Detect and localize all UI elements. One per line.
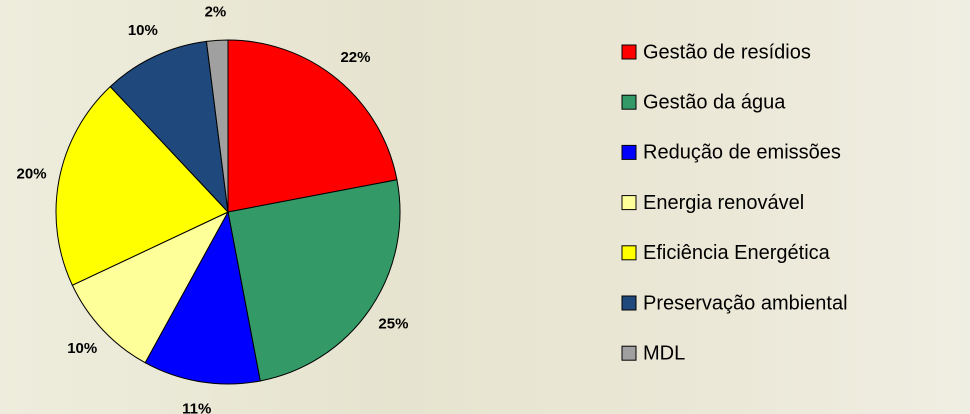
legend-swatch (622, 196, 636, 210)
legend-label: Redução de emissões (643, 142, 841, 164)
data-label: 10% (128, 22, 158, 39)
data-label: 20% (17, 165, 47, 182)
legend-swatch (622, 246, 636, 260)
data-label: 11% (182, 401, 211, 414)
legend-label: Eficiência Energética (643, 242, 831, 264)
legend-label: Preservação ambiental (643, 292, 848, 314)
data-label: 25% (378, 315, 408, 332)
legend-swatch (622, 45, 636, 59)
legend-swatch (622, 95, 636, 109)
data-label: 22% (340, 49, 370, 66)
legend-swatch (622, 296, 636, 310)
legend-label: Gestão de resídios (643, 41, 811, 63)
legend-label: Energia renovável (643, 192, 804, 214)
legend-swatch (622, 346, 636, 360)
chart: 22% 25% 11% 10% 20% 10% 2% Gestão de resídios Ge… (0, 0, 970, 414)
data-label: 2% (205, 3, 227, 20)
legend-label: MDL (643, 342, 685, 364)
legend-label: Gestão da água (643, 91, 786, 113)
data-label: 10% (67, 340, 97, 357)
legend-swatch (622, 145, 636, 159)
